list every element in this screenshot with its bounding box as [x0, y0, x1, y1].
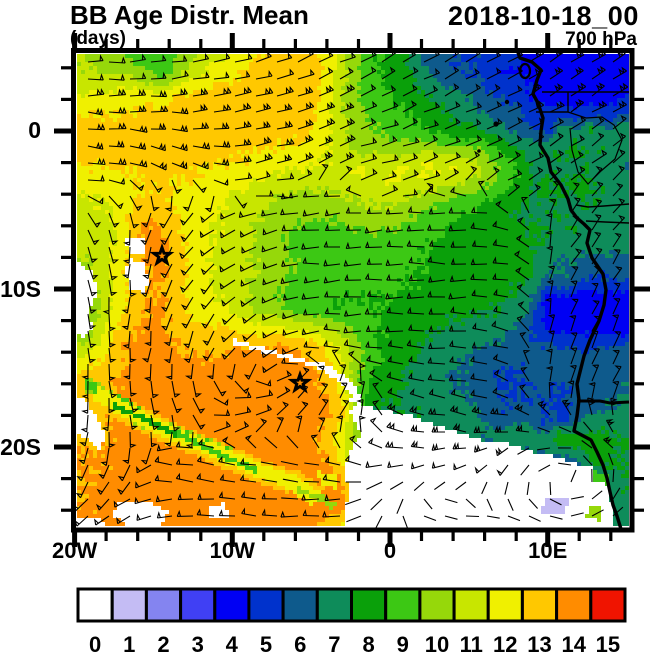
svg-text:20S: 20S	[0, 434, 41, 460]
svg-text:3: 3	[192, 632, 204, 657]
svg-text:1: 1	[123, 632, 135, 657]
svg-text:(days): (days)	[70, 28, 126, 49]
svg-text:20W: 20W	[52, 538, 97, 563]
svg-text:13: 13	[527, 632, 551, 657]
svg-text:10S: 10S	[0, 276, 41, 302]
svg-text:2018-10-18_00: 2018-10-18_00	[448, 1, 639, 31]
svg-text:14: 14	[561, 632, 586, 657]
svg-text:11: 11	[460, 632, 483, 657]
svg-text:6: 6	[294, 632, 306, 657]
svg-text:9: 9	[397, 632, 409, 657]
svg-text:5: 5	[260, 632, 272, 657]
svg-text:0: 0	[28, 117, 41, 143]
svg-text:0: 0	[384, 538, 396, 563]
svg-text:4: 4	[226, 632, 239, 657]
svg-text:7: 7	[328, 632, 340, 657]
svg-text:8: 8	[362, 632, 374, 657]
svg-text:10E: 10E	[528, 538, 567, 563]
svg-text:10: 10	[425, 632, 449, 657]
svg-text:15: 15	[596, 632, 620, 657]
svg-text:0: 0	[89, 632, 101, 657]
svg-text:2: 2	[157, 632, 169, 657]
svg-text:BB Age Distr. Mean: BB Age Distr. Mean	[70, 0, 309, 30]
svg-text:10W: 10W	[210, 538, 255, 563]
svg-text:700 hPa: 700 hPa	[565, 29, 637, 50]
svg-text:12: 12	[493, 632, 517, 657]
